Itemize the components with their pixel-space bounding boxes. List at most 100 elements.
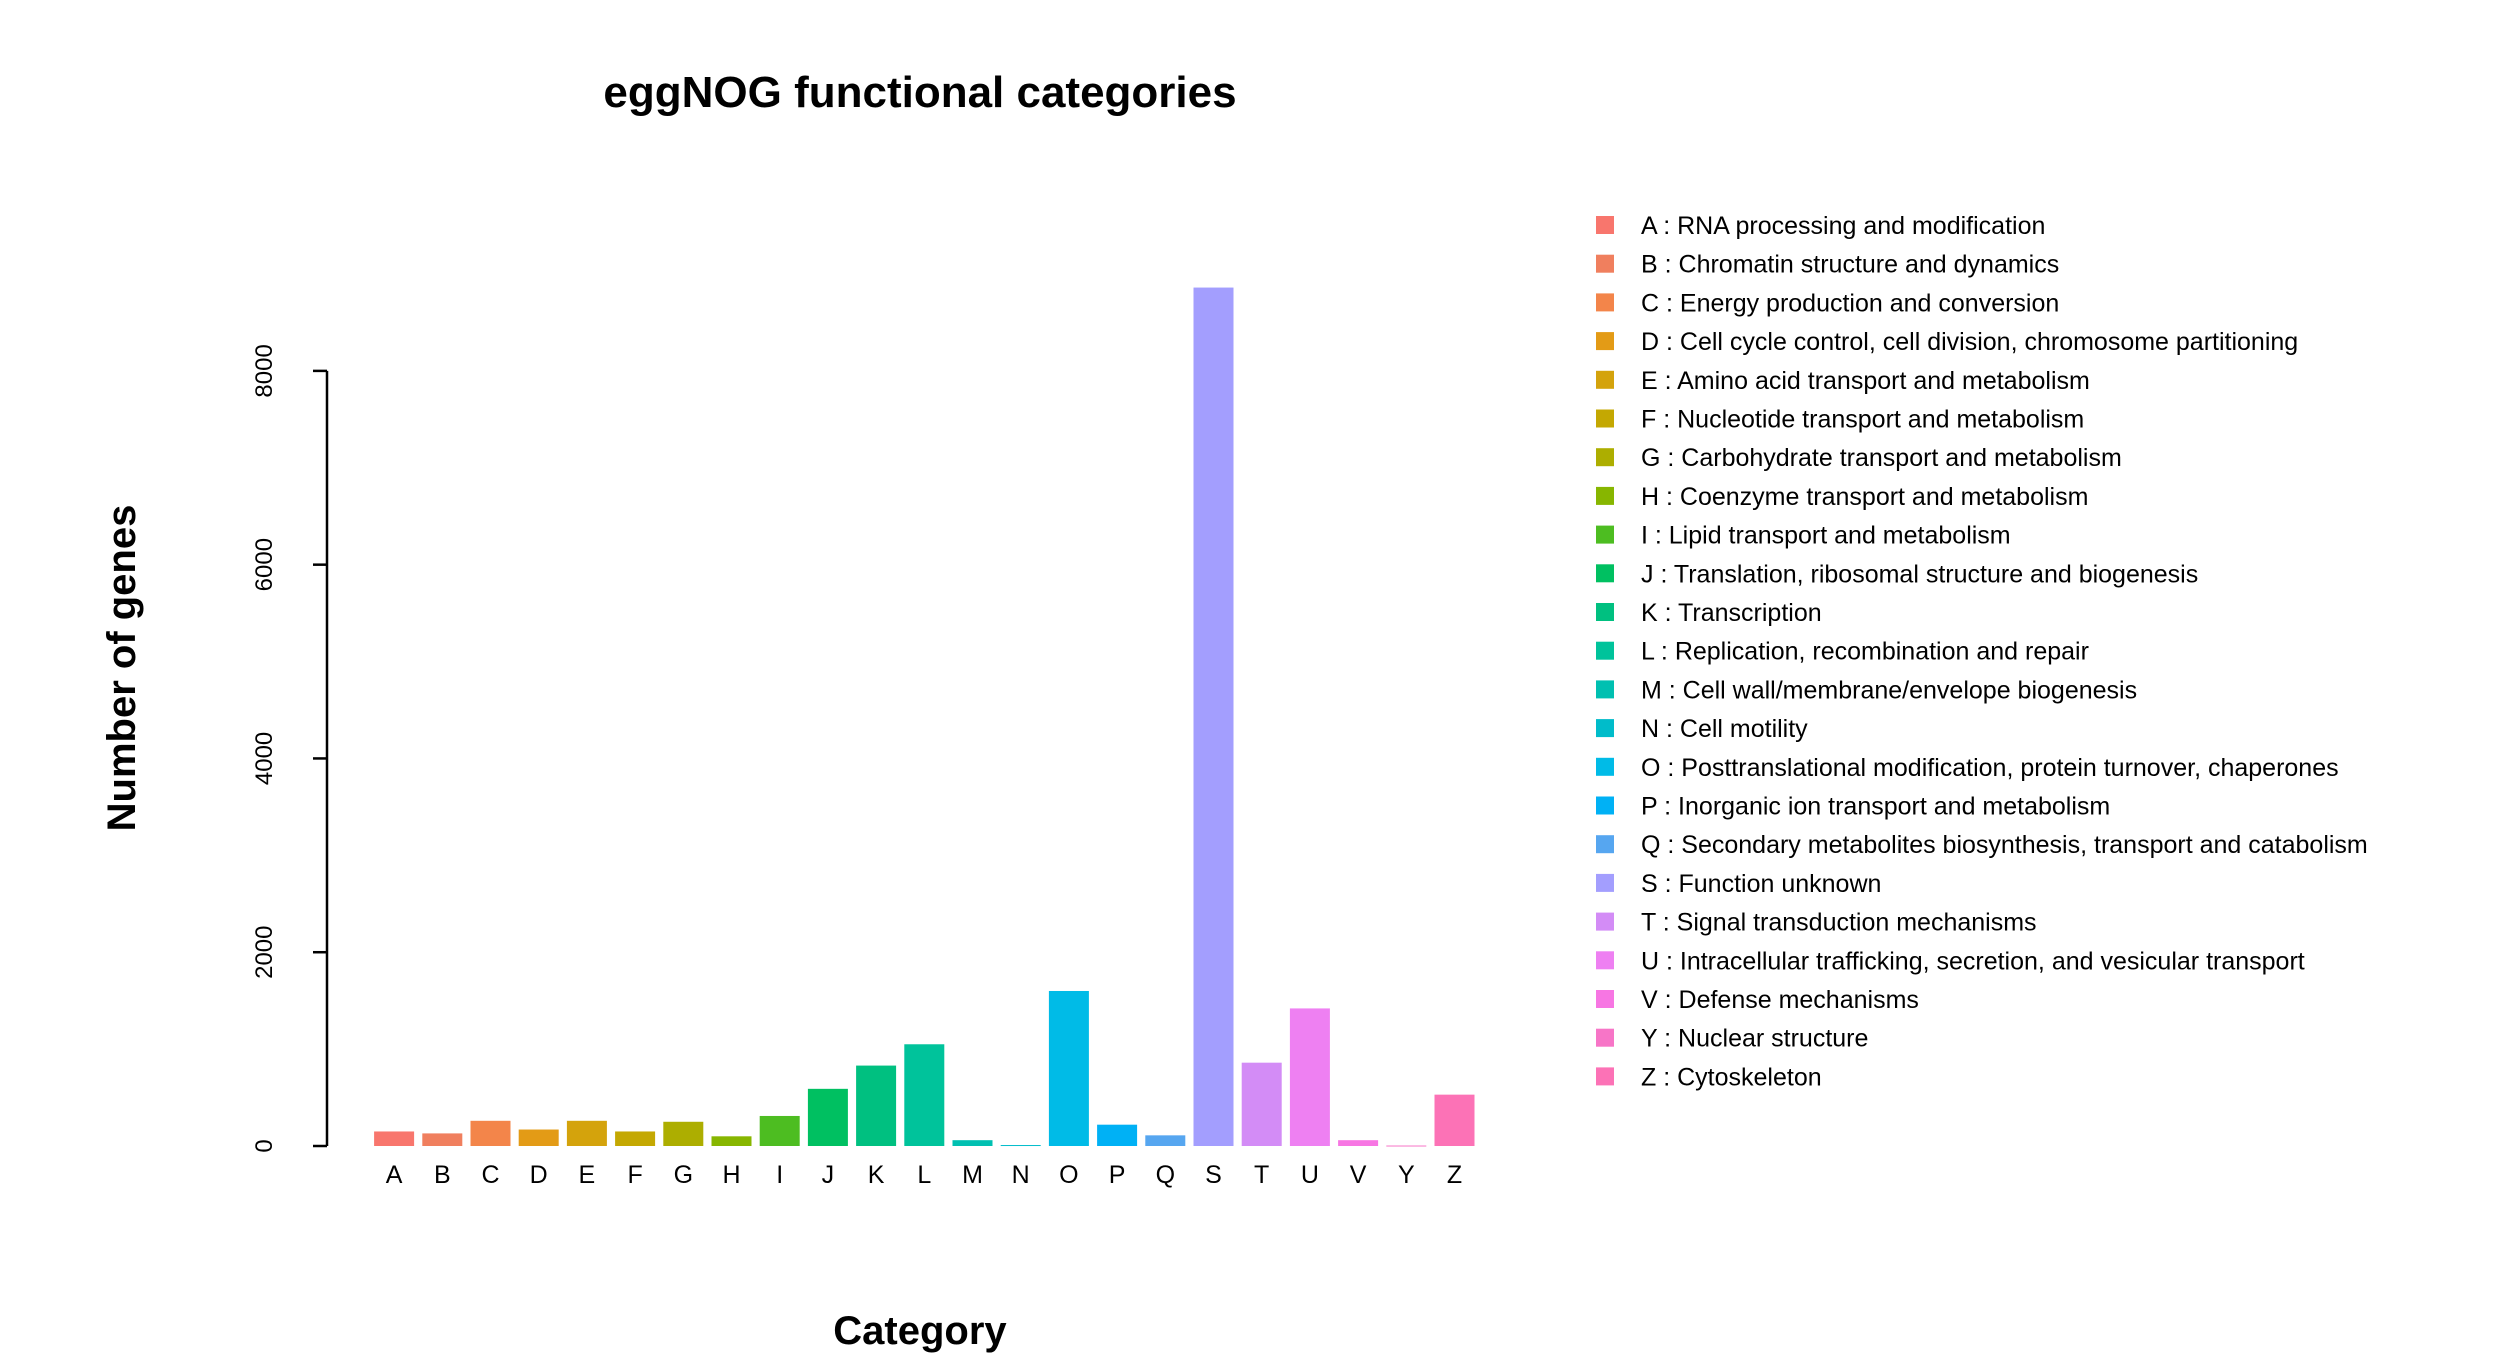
x-tick-label: H — [722, 1161, 740, 1189]
legend-item-Z: Z : Cytoskeleton — [1596, 1063, 1822, 1091]
bar-M — [952, 1140, 993, 1146]
x-tick-label: B — [434, 1161, 451, 1189]
x-tick-label: J — [822, 1161, 835, 1189]
y-axis-title: Number of genes — [100, 505, 144, 832]
bar-G — [663, 1121, 704, 1146]
legend-label: J : Translation, ribosomal structure and… — [1641, 560, 2198, 588]
bar-N — [1000, 1145, 1041, 1147]
bar-O — [1048, 990, 1089, 1146]
legend-item-H: H : Coenzyme transport and metabolism — [1596, 483, 2088, 511]
legend-item-F: F : Nucleotide transport and metabolism — [1596, 406, 2084, 434]
bar-C — [470, 1120, 511, 1146]
bar-K — [856, 1065, 897, 1146]
bar-P — [1097, 1124, 1138, 1146]
legend-swatch — [1596, 1067, 1614, 1086]
legend-swatch — [1596, 293, 1614, 312]
x-tick-label: S — [1205, 1161, 1222, 1189]
legend-swatch — [1596, 1028, 1614, 1047]
bar-Q — [1145, 1135, 1186, 1146]
x-tick-label: V — [1350, 1161, 1367, 1189]
legend-item-C: C : Energy production and conversion — [1596, 289, 2059, 317]
bar-D — [518, 1129, 559, 1146]
legend-item-L: L : Replication, recombination and repai… — [1596, 638, 2089, 666]
legend-swatch — [1596, 951, 1614, 970]
bar-L — [904, 1044, 945, 1146]
x-tick-label: Q — [1156, 1161, 1175, 1189]
legend-label: D : Cell cycle control, cell division, c… — [1641, 328, 2298, 356]
legend-item-E: E : Amino acid transport and metabolism — [1596, 367, 2090, 395]
legend-label: B : Chromatin structure and dynamics — [1641, 251, 2059, 279]
legend-swatch — [1596, 641, 1614, 660]
bar-J — [807, 1088, 848, 1146]
legend-label: S : Function unknown — [1641, 870, 1881, 898]
x-tick-label: C — [481, 1161, 499, 1189]
legend-swatch — [1596, 332, 1614, 351]
x-tick-label: P — [1109, 1161, 1126, 1189]
legend-label: U : Intracellular trafficking, secretion… — [1641, 947, 2305, 975]
bar-T — [1241, 1062, 1282, 1146]
bar-S — [1193, 287, 1234, 1146]
legend-label: C : Energy production and conversion — [1641, 289, 2059, 317]
legend-swatch — [1596, 254, 1614, 273]
legend-label: Q : Secondary metabolites biosynthesis, … — [1641, 831, 2368, 859]
legend-item-S: S : Function unknown — [1596, 870, 1881, 898]
legend-item-J: J : Translation, ribosomal structure and… — [1596, 560, 2198, 588]
x-tick-label: T — [1254, 1161, 1269, 1189]
bar-F — [615, 1131, 656, 1146]
legend-swatch — [1596, 719, 1614, 738]
y-tick-label: 2000 — [251, 926, 278, 979]
bar-V — [1338, 1140, 1379, 1146]
legend-item-I: I : Lipid transport and metabolism — [1596, 522, 2011, 550]
legend-swatch — [1596, 525, 1614, 544]
legend-item-O: O : Posttranslational modification, prot… — [1596, 754, 2339, 782]
legend-swatch — [1596, 990, 1614, 1008]
x-tick-label: K — [868, 1161, 885, 1189]
legend-label: E : Amino acid transport and metabolism — [1641, 367, 2090, 395]
x-tick-label: I — [776, 1161, 783, 1189]
legend-label: G : Carbohydrate transport and metabolis… — [1641, 444, 2122, 472]
x-tick-label: D — [530, 1161, 548, 1189]
bar-B — [422, 1133, 463, 1146]
legend-label: N : Cell motility — [1641, 715, 1808, 743]
legend-item-K: K : Transcription — [1596, 599, 1822, 627]
legend-swatch — [1596, 603, 1614, 621]
legend-label: I : Lipid transport and metabolism — [1641, 522, 2011, 550]
x-tick-label: N — [1012, 1161, 1030, 1189]
y-tick-label: 8000 — [251, 344, 278, 397]
legend-item-Y: Y : Nuclear structure — [1596, 1025, 1868, 1053]
x-tick-label: L — [917, 1161, 931, 1189]
x-tick-label: O — [1059, 1161, 1078, 1189]
legend-label: L : Replication, recombination and repai… — [1641, 638, 2089, 666]
legend-item-M: M : Cell wall/membrane/envelope biogenes… — [1596, 676, 2137, 704]
legend-label: P : Inorganic ion transport and metaboli… — [1641, 793, 2110, 821]
legend-item-P: P : Inorganic ion transport and metaboli… — [1596, 793, 2110, 821]
bar-I — [759, 1115, 800, 1146]
legend-item-B: B : Chromatin structure and dynamics — [1596, 251, 2059, 279]
legend-item-A: A : RNA processing and modification — [1596, 212, 2045, 240]
legend-swatch — [1596, 486, 1614, 505]
legend-label: T : Signal transduction mechanisms — [1641, 909, 2037, 937]
x-tick-label: E — [579, 1161, 596, 1189]
legend-swatch — [1596, 564, 1614, 583]
legend-label: K : Transcription — [1641, 599, 1822, 627]
legend-item-T: T : Signal transduction mechanisms — [1596, 909, 2037, 937]
legend-swatch — [1596, 796, 1614, 815]
legend-item-U: U : Intracellular trafficking, secretion… — [1596, 947, 2305, 975]
bar-Y — [1386, 1145, 1427, 1147]
legend-label: Y : Nuclear structure — [1641, 1025, 1868, 1053]
legend-swatch — [1596, 370, 1614, 389]
legend-label: V : Defense mechanisms — [1641, 986, 1919, 1014]
legend-swatch — [1596, 835, 1614, 854]
legend-swatch — [1596, 912, 1614, 931]
bar-Z — [1434, 1094, 1475, 1146]
x-axis-title: Category — [833, 1309, 1007, 1353]
legend-item-N: N : Cell motility — [1596, 715, 1808, 743]
x-tick-label: G — [674, 1161, 693, 1189]
y-axis: 0 2000 4000 6000 8000 — [251, 344, 329, 1153]
legend-swatch — [1596, 680, 1614, 699]
bar-A — [374, 1131, 415, 1146]
legend-label: O : Posttranslational modification, prot… — [1641, 754, 2339, 782]
legend: A : RNA processing and modification B : C… — [1596, 212, 2368, 1091]
